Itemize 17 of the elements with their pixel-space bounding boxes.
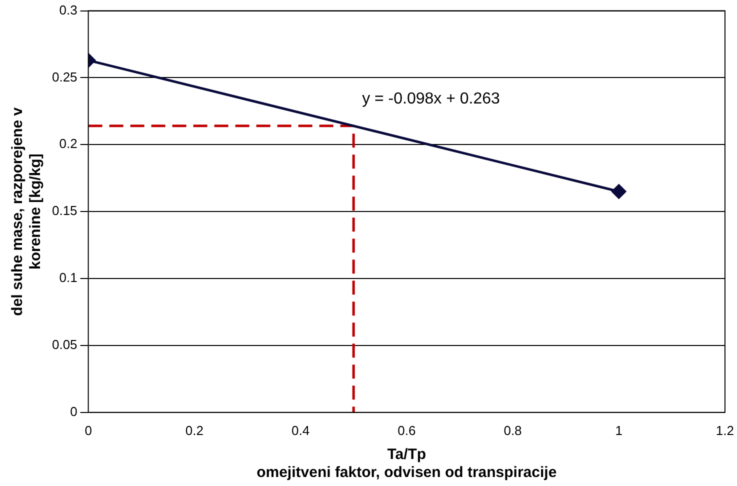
x-tick-label: 0.4 [291, 422, 310, 438]
x-tick-label: 0.6 [398, 422, 416, 438]
y-tick-label: 0.15 [52, 203, 78, 218]
y-axis-title: del suhe mase, razporejene v korenine [kg/kg] [9, 106, 44, 316]
x-tick-label: 0 [84, 422, 92, 438]
x-tick-label: 0.8 [504, 422, 522, 438]
x-tick-label: 0.2 [185, 422, 204, 438]
x-tick-label: 1.2 [716, 422, 734, 438]
y-tick-label: 0.2 [59, 136, 78, 152]
x-axis-title: Ta/Tp omejitveni faktor, odvisen od transpiracije [256, 446, 557, 482]
y-tick-label: 0.1 [59, 270, 78, 286]
annotation: y = -0.098x + 0.263 [362, 90, 500, 108]
y-tick-label: 0.3 [59, 2, 78, 18]
y-tick-label: 0.25 [52, 69, 78, 84]
x-tick-label: 1 [615, 422, 622, 438]
y-tick-label: 0.05 [52, 337, 78, 352]
y-tick-label: 0 [70, 404, 78, 419]
